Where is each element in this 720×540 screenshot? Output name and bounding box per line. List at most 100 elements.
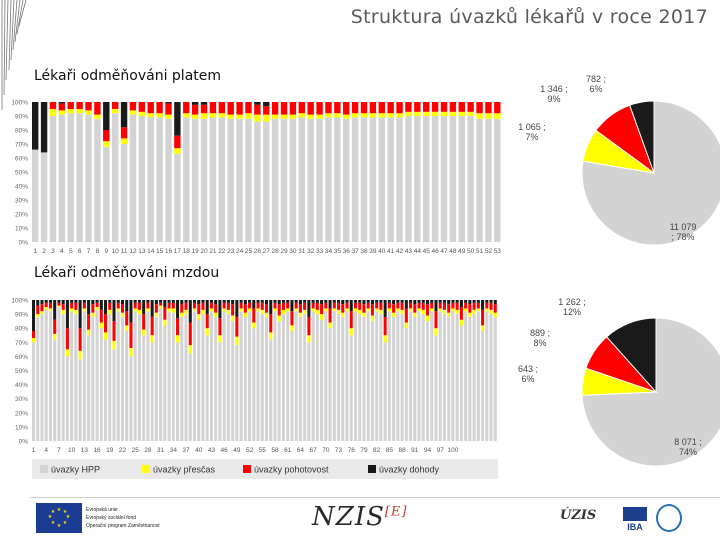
bar-segment: [294, 308, 298, 312]
bar-segment: [485, 102, 492, 114]
bar-segment: [280, 102, 288, 115]
bar-segment: [150, 342, 154, 441]
bar-segment: [360, 102, 368, 114]
bar-segment: [383, 342, 387, 441]
bar-segment: [129, 300, 133, 323]
bar-segment: [44, 302, 48, 308]
bar-segment: [142, 300, 146, 315]
x-tick-label: 23: [227, 248, 235, 255]
bar-segment: [120, 316, 125, 441]
bar-segment: [375, 302, 379, 309]
pie-value-label: 11 079: [670, 222, 697, 232]
x-tick-label: 100: [448, 447, 459, 454]
bar-segment: [48, 308, 52, 312]
bar-segment: [239, 302, 243, 309]
x-tick-label: 40: [378, 248, 386, 255]
bar-segment: [167, 311, 171, 441]
bar-segment: [116, 308, 120, 312]
bar-segment: [154, 300, 158, 305]
bar-segment: [434, 335, 438, 441]
bar-segment: [387, 113, 394, 118]
bar-segment: [243, 312, 247, 317]
x-tick-label: 26: [254, 248, 262, 255]
bar-segment: [271, 118, 279, 242]
bar-segment: [468, 300, 472, 305]
bar-segment: [263, 102, 270, 107]
bar-segment: [307, 342, 311, 441]
bar-segment: [197, 314, 201, 320]
decorative-lines: [1, 0, 27, 110]
bar-segment: [387, 311, 391, 441]
bar-segment: [303, 302, 307, 310]
bar-segment: [430, 308, 434, 312]
bar-segment: [485, 300, 489, 303]
x-tick-label: 30: [289, 248, 297, 255]
bar-segment: [70, 308, 74, 312]
bar-segment: [53, 319, 57, 334]
bar-segment: [375, 308, 379, 312]
bar-segment: [277, 304, 281, 316]
bar-segment: [87, 329, 91, 336]
bar-segment: [239, 300, 243, 303]
bar-segment: [40, 311, 44, 315]
bar-segment: [218, 335, 222, 343]
bar-segment: [218, 318, 222, 336]
bar-segment: [379, 309, 383, 315]
bar-segment: [165, 114, 172, 119]
bar-segment: [417, 300, 421, 303]
bar-segment: [298, 113, 305, 118]
x-tick-label: 85: [386, 447, 394, 454]
x-tick-label: 5: [69, 248, 73, 255]
bar-segment: [351, 117, 359, 242]
bar-segment: [316, 114, 323, 119]
bar-segment: [53, 333, 57, 340]
x-tick-label: 31: [157, 447, 165, 454]
bar-segment: [370, 315, 374, 322]
bar-segment: [434, 300, 438, 312]
bar-segment: [289, 118, 297, 242]
y-tick-label: 90%: [15, 114, 28, 121]
bar-segment: [425, 304, 430, 316]
bar-segment: [120, 304, 125, 313]
bar-segment: [103, 146, 110, 242]
bar-segment: [209, 117, 217, 242]
bar-segment: [231, 304, 235, 316]
bar-segment: [231, 321, 235, 441]
bar-segment: [286, 308, 290, 312]
bar-segment: [174, 102, 181, 136]
bar-segment: [405, 116, 412, 242]
bar-segment: [146, 308, 150, 312]
x-tick-label: 24: [236, 248, 244, 255]
bar-segment: [171, 300, 175, 303]
bar-segment: [455, 302, 459, 310]
bar-segment: [260, 300, 264, 303]
bar-segment: [104, 300, 108, 315]
bar-segment: [481, 309, 485, 326]
bar-segment: [369, 113, 377, 118]
bar-segment: [263, 106, 270, 115]
bar-segment: [150, 300, 154, 317]
bar-segment: [294, 311, 298, 441]
bar-segment: [277, 300, 281, 305]
bar-segment: [451, 302, 455, 309]
svg-text:★: ★: [51, 520, 56, 526]
bar-segment: [468, 312, 472, 317]
bar-segment: [476, 102, 483, 114]
svg-text:★: ★: [63, 520, 68, 526]
bar-segment: [44, 309, 48, 441]
bar-segment: [307, 114, 314, 119]
bar-segment: [176, 335, 180, 343]
x-tick-label: 79: [360, 447, 368, 454]
x-tick-label: 10: [112, 248, 120, 255]
bar-segment: [133, 300, 137, 303]
bar-segment: [214, 312, 218, 317]
bar-segment: [167, 300, 171, 303]
x-tick-label: 19: [192, 248, 200, 255]
bar-segment: [129, 114, 137, 242]
bar-segment: [171, 308, 175, 313]
bar-segment: [265, 316, 269, 441]
bar-segment: [332, 308, 336, 312]
bar-segment: [108, 309, 112, 315]
bar-segment: [353, 300, 358, 303]
bar-segment: [125, 300, 129, 312]
